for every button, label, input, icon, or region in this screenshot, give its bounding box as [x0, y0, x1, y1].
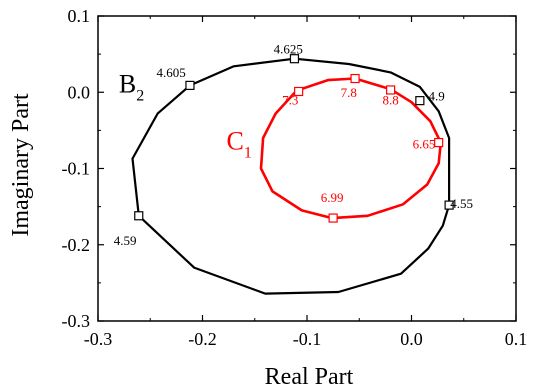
curve-label-c1: C1 [227, 126, 252, 161]
data-marker [289, 54, 300, 64]
y-tick-label: -0.1 [62, 159, 91, 179]
marker-annotation: 6.65 [413, 137, 436, 152]
marker-annotation: 7.8 [341, 85, 357, 100]
marker-annotation: 4.605 [157, 65, 186, 80]
x-tick-label: -0.1 [293, 329, 322, 349]
x-tick-label: -0.3 [84, 329, 113, 349]
data-marker [434, 137, 444, 148]
data-marker [415, 96, 425, 106]
series-line-c1 [259, 77, 443, 220]
marker-annotation: 6.99 [321, 190, 344, 205]
y-tick-label: 0.1 [68, 6, 91, 26]
data-marker [350, 73, 360, 84]
marker-annotation: 8.8 [382, 92, 398, 107]
marker-annotation: 4.55 [450, 196, 473, 211]
plot-frame [97, 15, 517, 322]
marker-annotation: 4.625 [274, 41, 303, 56]
x-tick-label: 0.0 [400, 329, 423, 349]
data-marker [444, 200, 454, 210]
y-tick-label: -0.3 [62, 311, 91, 331]
data-marker [294, 86, 304, 97]
marker-annotation: 7.3 [282, 92, 298, 107]
x-tick-label: 0.1 [505, 329, 528, 349]
curve-label-b2: B2 [119, 69, 144, 104]
data-marker [185, 80, 195, 90]
y-axis-title: Imaginary Part [8, 93, 34, 237]
data-marker [386, 85, 396, 95]
x-tick-label: -0.2 [188, 329, 217, 349]
marker-annotation: 4.59 [114, 233, 137, 248]
series-line-b2 [131, 57, 451, 295]
x-axis-title: Real Part [265, 364, 354, 390]
data-marker [134, 211, 144, 221]
y-tick-label: -0.2 [62, 235, 91, 255]
marker-annotation: 4.9 [428, 89, 444, 104]
y-tick-label: 0.0 [68, 82, 91, 102]
data-marker [328, 213, 338, 223]
